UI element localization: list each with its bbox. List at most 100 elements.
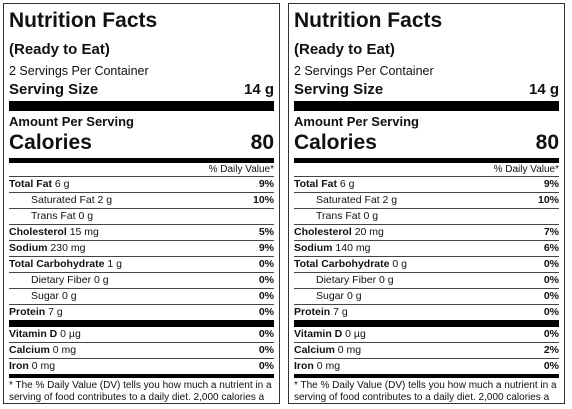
nutrient-dv: 9%	[258, 242, 274, 254]
nutrient-dv: 10%	[537, 194, 559, 206]
nutrient-dv: 0%	[543, 306, 559, 318]
nutrient-row-saturated-fat: Saturated Fat 2 g 10%	[9, 192, 274, 208]
divider-medium	[9, 158, 274, 163]
nutrient-amount: 140 mg	[335, 242, 371, 254]
nutrient-name: Total Carbohydrate	[9, 258, 105, 270]
nutrient-name: Trans Fat	[316, 210, 361, 222]
divider-vitamins	[9, 320, 274, 327]
nutrient-name: Total Fat	[294, 178, 337, 190]
nutrient-row-total-fat: Total Fat 6 g 9%	[9, 176, 274, 192]
nutrient-dv: 6%	[543, 242, 559, 254]
nutrient-amount: 0 g	[61, 290, 77, 302]
nutrient-dv: 5%	[258, 226, 274, 238]
nutrient-name: Sodium	[9, 242, 48, 254]
nutrient-name: Dietary Fiber	[31, 274, 92, 286]
vitamin-row-iron: Iron 0 mg 0%	[9, 358, 274, 374]
nutrient-dv: 0%	[543, 258, 559, 270]
nutrient-row-total-fat: Total Fat 6 g 9%	[294, 176, 559, 192]
vitamin-name: Vitamin D	[9, 328, 58, 340]
nutrient-dv: 9%	[258, 178, 274, 190]
nutrient-name: Saturated Fat	[31, 194, 95, 206]
footnote: * The % Daily Value (DV) tells you how m…	[9, 380, 272, 403]
nutrient-name: Sugar	[31, 290, 60, 302]
nutrient-amount: 1 g	[107, 258, 123, 270]
nutrient-row-total-carbohydrate: Total Carbohydrate 0 g 0%	[294, 256, 559, 272]
nutrient-amount: 0 g	[392, 258, 408, 270]
divider-thick	[294, 101, 559, 111]
servings-per-container: 2 Servings Per Container	[9, 64, 149, 78]
calories-value: 80	[535, 131, 559, 154]
vitamin-dv: 0%	[258, 360, 274, 372]
amount-per-serving: Amount Per Serving	[9, 114, 134, 129]
nutrient-dv: 0%	[258, 258, 274, 270]
nutrient-row-total-carbohydrate: Total Carbohydrate 1 g 0%	[9, 256, 274, 272]
vitamin-amount: 0 mg	[52, 344, 77, 356]
vitamin-dv: 0%	[258, 344, 274, 356]
vitamin-amount: 0 mg	[31, 360, 56, 372]
nutrient-amount: 0 g	[346, 290, 362, 302]
vitamin-row-calcium: Calcium 0 mg 0%	[9, 342, 274, 358]
vitamin-amount: 0 µg	[345, 328, 366, 340]
nutrient-row-cholesterol: Cholesterol 15 mg 5%	[9, 224, 274, 240]
nutrient-dv: 0%	[258, 306, 274, 318]
nutrient-name: Cholesterol	[9, 226, 67, 238]
nutrition-label-2: Nutrition Facts (Ready to Eat) 2 Serving…	[288, 3, 565, 404]
label-subtitle: (Ready to Eat)	[294, 41, 395, 58]
nutrient-dv: 0%	[258, 274, 274, 286]
vitamin-name: Vitamin D	[294, 328, 343, 340]
nutrient-name: Protein	[294, 306, 331, 318]
label-title: Nutrition Facts	[9, 9, 158, 32]
vitamin-dv: 0%	[258, 328, 274, 340]
vitamin-dv: 2%	[543, 344, 559, 356]
nutrient-amount: 15 mg	[69, 226, 99, 238]
serving-size-value: 14 g	[528, 81, 559, 98]
nutrient-amount: 7 g	[48, 306, 63, 318]
divider-thick	[9, 101, 274, 111]
nutrient-name: Trans Fat	[31, 210, 76, 222]
nutrient-amount: 20 mg	[354, 226, 384, 238]
calories-label: Calories	[9, 131, 92, 154]
nutrient-amount: 230 mg	[50, 242, 86, 254]
serving-size-value: 14 g	[243, 81, 274, 98]
vitamin-name: Iron	[9, 360, 29, 372]
nutrient-amount: 7 g	[333, 306, 348, 318]
nutrient-amount: 2 g	[97, 194, 113, 206]
nutrient-row-sodium: Sodium 140 mg 6%	[294, 240, 559, 256]
serving-size-row: Serving Size 14 g	[9, 81, 274, 99]
nutrient-dv: 10%	[252, 194, 274, 206]
calories-row: Calories 80	[294, 131, 559, 155]
amount-per-serving: Amount Per Serving	[294, 114, 419, 129]
label-title: Nutrition Facts	[294, 9, 443, 32]
vitamin-amount: 0 mg	[316, 360, 341, 372]
vitamin-name: Calcium	[294, 344, 335, 356]
calories-label: Calories	[294, 131, 377, 154]
nutrient-dv: 9%	[543, 178, 559, 190]
nutrient-amount: 0 g	[94, 274, 109, 286]
vitamin-row-vitamin-d: Vitamin D 0 µg 0%	[294, 327, 559, 342]
vitamin-name: Calcium	[9, 344, 50, 356]
nutrient-row-protein: Protein 7 g 0%	[9, 304, 274, 320]
nutrient-name: Sugar	[316, 290, 345, 302]
calories-row: Calories 80	[9, 131, 274, 155]
nutrient-row-dietary-fiber: Dietary Fiber 0 g 0%	[294, 272, 559, 288]
nutrient-row-trans-fat: Trans Fat 0 g	[294, 208, 559, 224]
nutrient-name: Saturated Fat	[316, 194, 380, 206]
vitamin-row-iron: Iron 0 mg 0%	[294, 358, 559, 374]
nutrient-name: Sodium	[294, 242, 333, 254]
nutrient-name: Total Carbohydrate	[294, 258, 390, 270]
nutrient-name: Cholesterol	[294, 226, 352, 238]
divider-footnote	[294, 374, 559, 378]
nutrient-row-saturated-fat: Saturated Fat 2 g 10%	[294, 192, 559, 208]
vitamin-amount: 0 µg	[60, 328, 81, 340]
serving-size-label: Serving Size	[9, 81, 99, 98]
divider-footnote	[9, 374, 274, 378]
serving-size-label: Serving Size	[294, 81, 384, 98]
nutrient-amount: 2 g	[382, 194, 398, 206]
vitamin-name: Iron	[294, 360, 314, 372]
nutrient-name: Total Fat	[9, 178, 52, 190]
nutrient-amount: 6 g	[339, 178, 355, 190]
nutrient-row-dietary-fiber: Dietary Fiber 0 g 0%	[9, 272, 274, 288]
nutrient-dv: 0%	[258, 290, 274, 302]
daily-value-header: % Daily Value*	[493, 164, 559, 175]
calories-value: 80	[250, 131, 274, 154]
